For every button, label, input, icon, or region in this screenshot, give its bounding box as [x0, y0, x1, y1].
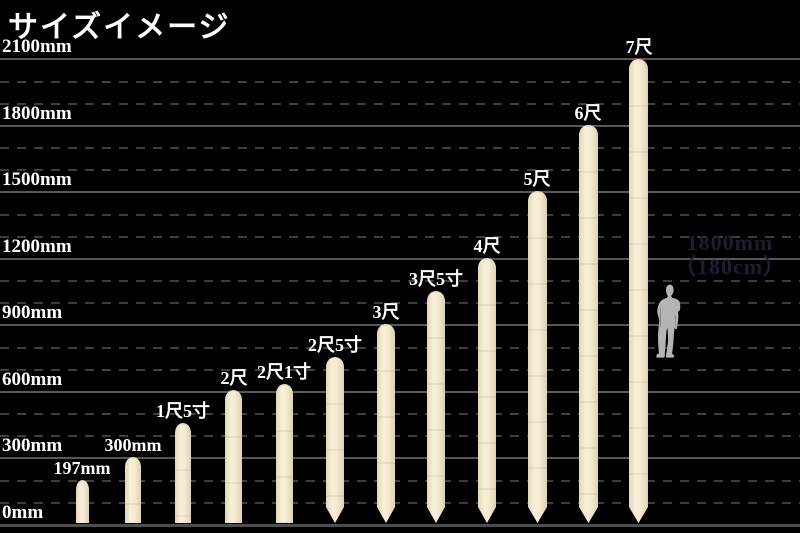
grid-line-minor — [0, 103, 800, 105]
grid-line-minor — [0, 413, 800, 415]
stake-body — [427, 291, 445, 507]
stake-bar — [225, 390, 242, 523]
axis-tick-label: 900mm — [2, 302, 63, 323]
axis-tick-label: 600mm — [2, 369, 63, 390]
stake-pointed-tip — [427, 507, 445, 523]
axis-tick-label: 1800mm — [2, 103, 72, 124]
stake-wood-texture — [478, 258, 496, 507]
stake-wood-texture — [579, 125, 598, 507]
stake-pointed-tip — [579, 507, 598, 523]
grid-line-minor — [0, 435, 800, 437]
stake-pointed-tip — [377, 507, 395, 523]
figure-height-cm: （180cm） — [673, 254, 787, 279]
stake-wood-texture — [326, 357, 344, 507]
stake-body — [76, 480, 89, 523]
grid-line-minor — [0, 480, 800, 482]
stake-body — [276, 384, 293, 523]
page-title: サイズイメージ — [8, 11, 231, 44]
stake-size-label: 3尺5寸 — [409, 269, 463, 289]
human-silhouette-shape — [656, 284, 681, 358]
stake-bar — [175, 423, 191, 523]
stake-size-label: 1尺5寸 — [156, 401, 210, 421]
axis-tick-label: 1200mm — [2, 236, 72, 257]
stake-bar — [528, 191, 547, 523]
grid-line-major — [0, 125, 800, 127]
grid-line-major — [0, 191, 800, 193]
stake-bar — [427, 291, 445, 523]
stake-size-label: 300mm — [104, 435, 162, 455]
stake-bar — [76, 480, 89, 523]
stake-pointed-tip — [478, 507, 496, 523]
stake-size-label: 5尺 — [523, 169, 551, 189]
stake-size-label: 2尺1寸 — [257, 362, 311, 382]
stake-wood-texture — [125, 457, 141, 523]
stake-pointed-tip — [629, 507, 648, 523]
grid-line-minor — [0, 369, 800, 371]
stake-size-label: 2尺 — [220, 368, 248, 388]
stake-bar — [377, 324, 395, 523]
arm-crease-left — [660, 307, 661, 327]
stake-bar — [326, 357, 344, 523]
grid-line-minor — [0, 347, 800, 349]
stake-wood-texture — [175, 423, 191, 523]
stake-size-label: 197mm — [53, 458, 111, 478]
grid-line-minor — [0, 302, 800, 304]
grid-line-minor — [0, 236, 800, 238]
stake-pointed-tip — [326, 507, 344, 523]
stake-wood-texture — [427, 291, 445, 507]
stake-body — [629, 59, 648, 507]
stake-bar — [125, 457, 141, 523]
grid-line-major — [0, 457, 800, 459]
stake-body — [377, 324, 395, 507]
stake-size-label: 4尺 — [473, 236, 501, 256]
grid-line-minor — [0, 169, 800, 171]
stake-body — [326, 357, 344, 507]
figure-height-mm: 1800mm — [686, 230, 774, 255]
grid-line-major — [0, 58, 800, 60]
stake-size-label: 2尺5寸 — [308, 335, 362, 355]
stake-bar — [478, 258, 496, 523]
stake-bar — [629, 59, 648, 523]
stake-body — [579, 125, 598, 507]
grid-line-major — [0, 391, 800, 393]
stake-body — [528, 191, 547, 507]
axis-tick-label: 0mm — [2, 502, 44, 523]
arm-crease-right — [675, 315, 676, 329]
human-figure-silhouette — [656, 284, 681, 358]
stake-pointed-tip — [528, 507, 547, 523]
grid-line-minor — [0, 214, 800, 216]
stake-wood-texture — [377, 324, 395, 507]
axis-tick-label: 2100mm — [2, 36, 72, 57]
stake-bar — [579, 125, 598, 523]
stake-wood-texture — [276, 384, 293, 523]
stake-wood-texture — [76, 480, 89, 523]
stake-size-label: 3尺 — [372, 302, 400, 322]
stake-wood-texture — [225, 390, 242, 523]
axis-tick-label: 1500mm — [2, 169, 72, 190]
stake-size-label: 7尺 — [625, 37, 653, 57]
stake-body — [478, 258, 496, 507]
grid-line-major — [0, 324, 800, 326]
stake-body — [225, 390, 242, 523]
stake-bar — [276, 384, 293, 523]
grid-line-major — [0, 258, 800, 260]
stake-body — [175, 423, 191, 523]
grid-line-minor — [0, 280, 800, 282]
stake-wood-texture — [528, 191, 547, 507]
grid-line-minor — [0, 147, 800, 149]
axis-tick-label: 300mm — [2, 435, 63, 456]
grid-line-minor — [0, 502, 800, 504]
stake-size-label: 6尺 — [574, 103, 602, 123]
figure-height-label: 1800mm （180cm） — [655, 231, 800, 279]
baseline — [0, 524, 800, 527]
grid-line-minor — [0, 81, 800, 83]
stake-wood-texture — [629, 59, 648, 507]
stake-body — [125, 457, 141, 523]
